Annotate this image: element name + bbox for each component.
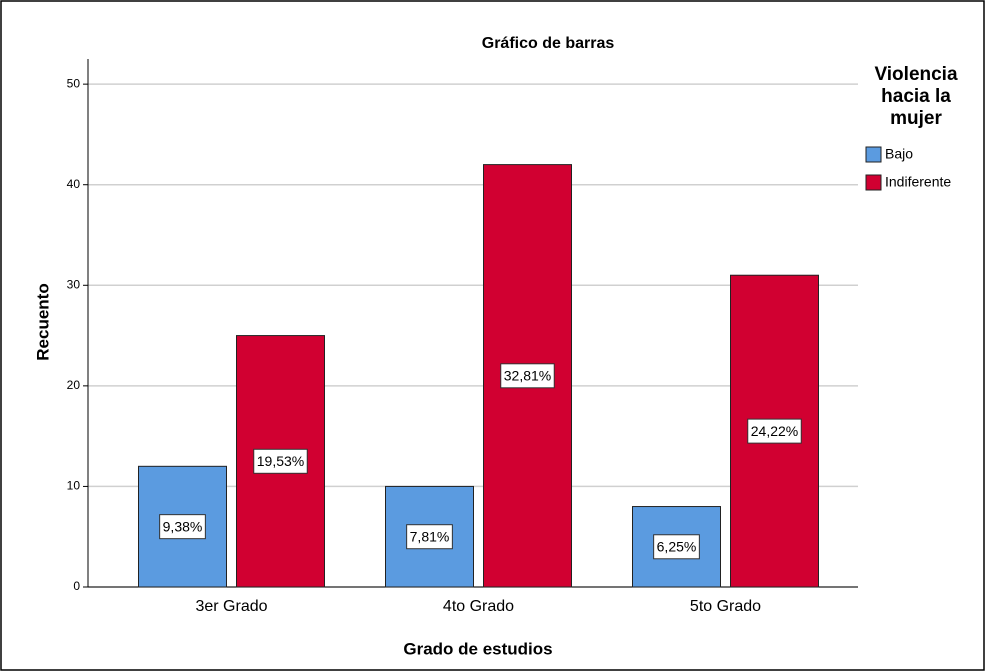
x-tick-label: 3er Grado <box>195 598 267 615</box>
data-label: 19,53% <box>257 453 304 469</box>
y-axis-label: Recuento <box>33 283 52 360</box>
data-label-box <box>653 534 700 560</box>
y-tick-label: 0 <box>73 579 80 593</box>
data-label-box <box>253 448 308 474</box>
x-axis-label: Grado de estudios <box>403 639 552 658</box>
legend-title: Violencia hacia la mujer <box>874 64 958 129</box>
data-label: 24,22% <box>751 423 798 439</box>
y-tick-label: 30 <box>67 277 81 291</box>
legend-label: Indiferente <box>885 174 951 190</box>
data-label: 6,25% <box>657 538 697 554</box>
chart-title: Gráfico de barras <box>482 35 615 52</box>
y-tick-label: 20 <box>67 378 81 392</box>
data-label-box <box>406 524 453 550</box>
data-label: 9,38% <box>163 518 203 534</box>
legend-swatch <box>865 146 882 163</box>
y-tick-label: 40 <box>67 177 81 191</box>
y-tick-label: 50 <box>67 76 81 90</box>
legend-swatch <box>865 174 882 191</box>
data-label-box <box>747 418 802 444</box>
data-label: 32,81% <box>504 368 551 384</box>
x-tick-label: 4to Grado <box>443 598 514 615</box>
x-tick-label: 5to Grado <box>690 598 761 615</box>
data-label: 7,81% <box>410 528 450 544</box>
legend-label: Bajo <box>885 146 913 162</box>
data-label-box <box>159 514 206 540</box>
data-label-box <box>500 363 555 389</box>
y-tick-label: 10 <box>67 479 81 493</box>
